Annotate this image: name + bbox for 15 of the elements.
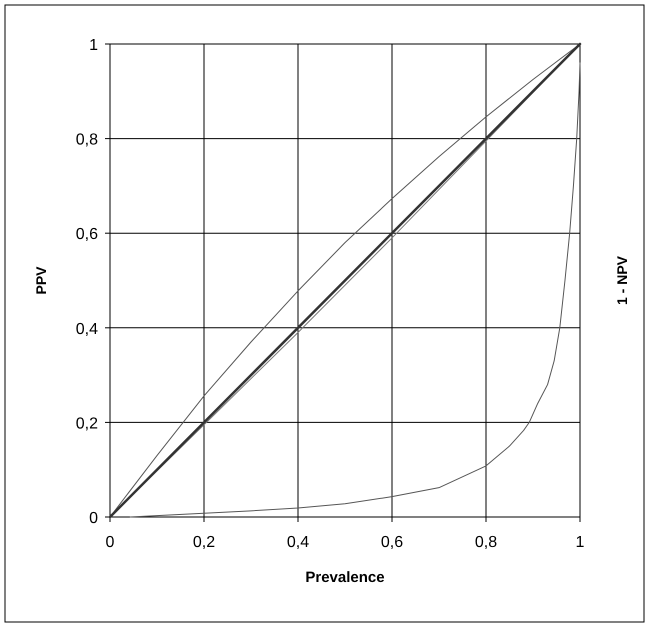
y-tick-label: 0,6: [76, 226, 98, 244]
x-tick-label: 1: [576, 534, 585, 551]
y-tick-label: 1: [89, 37, 98, 54]
y2-axis-title: 1 - NPV: [614, 255, 630, 306]
x-axis-title: Prevalence: [305, 569, 385, 586]
x-tick-label: 0,6: [380, 534, 404, 551]
y-tick-label: 0,4: [76, 320, 98, 338]
y-tick-label: 0,2: [76, 415, 98, 432]
x-tick-label: 0,2: [192, 534, 216, 551]
y-axis-title: PPV: [33, 266, 49, 295]
x-tick-label: 0,8: [474, 534, 498, 551]
x-tick-label: 0,4: [286, 534, 310, 551]
y-tick-label: 0: [89, 510, 98, 527]
y-tick-label: 0,8: [76, 132, 98, 149]
x-tick-label: 0: [106, 534, 115, 551]
